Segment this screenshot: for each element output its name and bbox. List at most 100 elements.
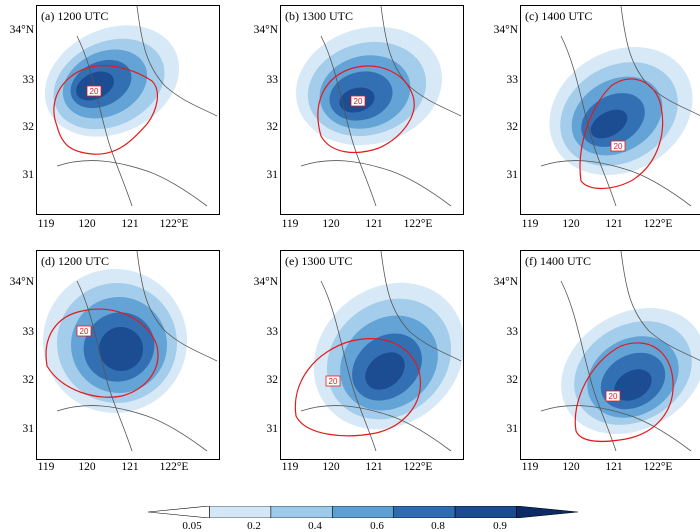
xtick-a-120: 120 — [78, 218, 96, 230]
ytick-f-31: 31 — [506, 423, 519, 435]
contour-label-box-c — [610, 140, 626, 152]
xtick-e-121: 121 — [365, 461, 383, 473]
coastline-f-1 — [540, 405, 692, 452]
contour-line-f — [574, 342, 674, 442]
colorbar-label-0: 0.05 — [182, 520, 202, 532]
contour-label-box-d — [76, 325, 92, 337]
coastline-d-1 — [56, 405, 208, 452]
colorbar-segment-4 — [393, 505, 456, 519]
probability-area-f-5 — [614, 369, 652, 401]
panel-a: 20 (a) 1200 UTC — [36, 5, 220, 215]
colorbar-segment-3 — [331, 505, 395, 519]
colorbar-label-1: 0.2 — [247, 520, 261, 532]
contour-label-text-d: 20 — [80, 327, 89, 336]
xtick-e-120: 120 — [322, 461, 340, 473]
contour-label-box-e — [325, 375, 341, 387]
coastline-f-2 — [560, 280, 617, 452]
ytick-d-33: 33 — [22, 326, 35, 338]
ytick-f-34: 34°N — [493, 276, 518, 288]
panel-label-a: (a) 1200 UTC — [41, 9, 109, 23]
contour-label-text-a: 20 — [90, 87, 99, 96]
contour-line-d — [45, 308, 159, 398]
xtick-a-121: 121 — [121, 218, 139, 230]
coastline-b-2 — [320, 35, 377, 207]
colorbar-label-5: 0.9 — [493, 520, 507, 532]
ytick-e-33: 33 — [266, 326, 279, 338]
panel-d: 20 (d) 1200 UTC — [36, 250, 220, 460]
ytick-b-32: 32 — [266, 121, 279, 133]
ytick-d-34: 34°N — [9, 276, 34, 288]
contour-line-a — [53, 65, 159, 155]
contour-label-c: 20 — [610, 140, 626, 152]
panel-f: 20 (f) 1400 UTC — [520, 250, 700, 460]
xtick-e-119: 119 — [281, 461, 299, 473]
map-b: 20 — [295, 6, 462, 207]
xtick-d-119: 119 — [37, 461, 55, 473]
xtick-c-122: 122°E — [643, 218, 673, 230]
colorbar-segment-5 — [454, 505, 517, 519]
contour-label-d: 20 — [76, 325, 92, 337]
xtick-f-122: 122°E — [643, 461, 673, 473]
colorbar-label-2: 0.4 — [308, 520, 322, 532]
colorbar-segment-0 — [147, 505, 210, 519]
ytick-b-33: 33 — [266, 74, 279, 86]
xtick-d-121: 121 — [121, 461, 139, 473]
contour-line-e — [294, 338, 421, 437]
colorbar-segment-1 — [209, 505, 272, 519]
colorbar-label-3: 0.6 — [370, 520, 384, 532]
ytick-e-32: 32 — [266, 374, 279, 386]
contour-line-b — [317, 65, 415, 154]
colorbar — [147, 505, 579, 519]
contour-line-c — [579, 78, 664, 190]
contour-label-box-b — [350, 95, 366, 107]
ytick-c-32: 32 — [506, 121, 519, 133]
contour-label-e: 20 — [325, 375, 341, 387]
xtick-c-119: 119 — [521, 218, 539, 230]
coastline-c-1 — [540, 160, 692, 207]
contour-label-box-f — [605, 390, 621, 402]
xtick-d-120: 120 — [78, 461, 96, 473]
panel-label-f: (f) 1400 UTC — [525, 254, 591, 268]
xtick-b-122: 122°E — [403, 218, 433, 230]
probability-area-e-5 — [365, 352, 405, 390]
ytick-a-32: 32 — [22, 121, 35, 133]
coastline-e-1 — [300, 405, 452, 452]
map-d: 20 — [43, 251, 218, 452]
xtick-b-121: 121 — [365, 218, 383, 230]
coastline-c-2 — [560, 35, 617, 207]
xtick-c-121: 121 — [605, 218, 623, 230]
coastline-d-0 — [136, 251, 218, 362]
panel-b: 20 (b) 1300 UTC — [280, 5, 464, 215]
map-c: 20 — [540, 6, 700, 207]
contour-label-f: 20 — [605, 390, 621, 402]
panel-label-b: (b) 1300 UTC — [285, 9, 353, 23]
panel-label-d: (d) 1200 UTC — [41, 254, 109, 268]
ytick-f-32: 32 — [506, 374, 519, 386]
colorbar-bar — [147, 505, 579, 519]
colorbar-segment-6 — [516, 505, 579, 519]
coastline-a-2 — [76, 35, 133, 207]
coastline-e-2 — [320, 280, 377, 452]
xtick-c-120: 120 — [562, 218, 580, 230]
coastline-d-2 — [76, 280, 133, 452]
ytick-f-33: 33 — [506, 326, 519, 338]
panel-label-c: (c) 1400 UTC — [525, 9, 593, 23]
coastline-f-0 — [620, 251, 700, 361]
xtick-b-119: 119 — [281, 218, 299, 230]
xtick-a-119: 119 — [37, 218, 55, 230]
map-a: 20 — [44, 6, 218, 207]
map-f: 20 — [540, 251, 700, 452]
probability-area-c-5 — [590, 109, 628, 139]
coastline-c-0 — [620, 6, 700, 116]
ytick-a-33: 33 — [22, 74, 35, 86]
coastline-a-0 — [136, 6, 218, 117]
ytick-e-31: 31 — [266, 423, 279, 435]
panel-e: 20 (e) 1300 UTC — [280, 250, 464, 460]
coastline-a-1 — [56, 160, 208, 207]
ytick-a-31: 31 — [22, 169, 35, 181]
xtick-a-122: 122°E — [159, 218, 189, 230]
colorbar-segment-2 — [270, 505, 333, 519]
xtick-b-120: 120 — [322, 218, 340, 230]
ytick-c-31: 31 — [506, 169, 519, 181]
xtick-e-122: 122°E — [403, 461, 433, 473]
